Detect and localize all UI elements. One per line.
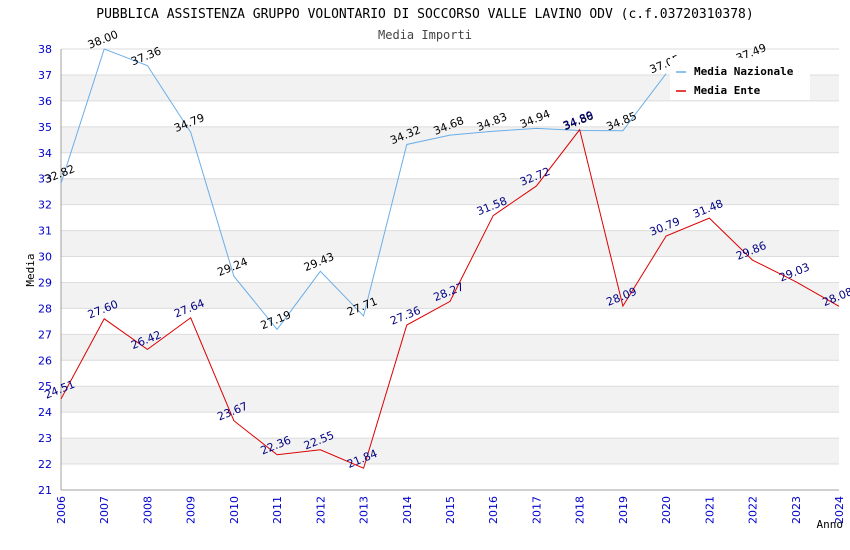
series-line-media-ente (60, 128, 840, 469)
y-tick-label: 34 (38, 147, 52, 160)
chart-subtitle: Media Importi (378, 28, 472, 42)
x-tick-label: 2007 (98, 496, 111, 524)
y-tick-label: 33 (38, 173, 52, 186)
x-tick-label: 2006 (55, 496, 68, 524)
y-tick-label: 35 (38, 121, 52, 134)
y-tick-label: 29 (38, 276, 52, 289)
grid-bands (61, 74, 839, 465)
x-axis-label: Anno (817, 518, 844, 531)
y-tick-label: 36 (38, 95, 52, 108)
x-tick-label: 2021 (703, 496, 716, 524)
y-tick-label: 23 (38, 432, 52, 445)
y-tick-label: 27 (38, 328, 52, 341)
x-tick-label: 2019 (617, 496, 630, 524)
x-tick-label: 2018 (574, 496, 587, 524)
grid-band (61, 178, 839, 205)
x-tick-label: 2008 (141, 496, 154, 524)
data-label-media-nazionale: 29.24 (216, 255, 250, 279)
grid-band (61, 230, 839, 257)
x-tick-label: 2012 (314, 496, 327, 524)
y-tick-label: 31 (38, 225, 52, 238)
x-tick-label: 2011 (271, 496, 284, 524)
y-tick-label: 30 (38, 251, 52, 264)
grid-band (61, 386, 839, 413)
y-tick-label: 24 (38, 406, 52, 419)
y-tick-label: 28 (38, 302, 52, 315)
grid-band (61, 282, 839, 309)
x-tick-label: 2024 (833, 496, 846, 524)
grid-band (61, 334, 839, 361)
x-tick-label: 2009 (185, 496, 198, 524)
legend: Media Nazionale Media Ente (670, 58, 810, 100)
chart-title: PUBBLICA ASSISTENZA GRUPPO VOLONTARIO DI… (96, 7, 753, 22)
y-axis-label: Media (24, 253, 37, 286)
x-tick-label: 2016 (487, 496, 500, 524)
y-tick-labels: 21 22 23 24 25 26 27 28 29 30 31 32 33 34 35 36 37 38 (38, 43, 52, 497)
series-lines (60, 49, 840, 469)
y-tick-label: 25 (38, 380, 52, 393)
grid-band (61, 126, 839, 153)
gridlines (61, 48, 839, 491)
y-tick-label: 26 (38, 354, 52, 367)
legend-box (670, 58, 810, 100)
x-tick-label: 2017 (530, 496, 543, 524)
x-tick-label: 2020 (660, 496, 673, 524)
y-tick-label: 22 (38, 458, 52, 471)
x-tick-label: 2010 (228, 496, 241, 524)
data-label-media-nazionale: 38.00 (86, 28, 120, 52)
x-tick-label: 2013 (358, 496, 371, 524)
x-tick-label: 2015 (444, 496, 457, 524)
y-tick-label: 32 (38, 199, 52, 212)
y-tick-label: 37 (38, 69, 52, 82)
x-tick-label: 2023 (790, 496, 803, 524)
legend-label-media-nazionale: Media Nazionale (694, 65, 794, 78)
x-tick-label: 2014 (401, 496, 414, 524)
x-tick-labels: 2006 2007 2008 2009 2010 2011 2012 2013 2014 2015… (55, 496, 846, 524)
y-tick-label: 38 (38, 43, 52, 56)
legend-label-media-ente: Media Ente (694, 84, 761, 97)
x-tick-label: 2022 (747, 496, 760, 524)
y-tick-label: 21 (38, 484, 52, 497)
grid-band (61, 438, 839, 465)
axes (60, 49, 839, 491)
